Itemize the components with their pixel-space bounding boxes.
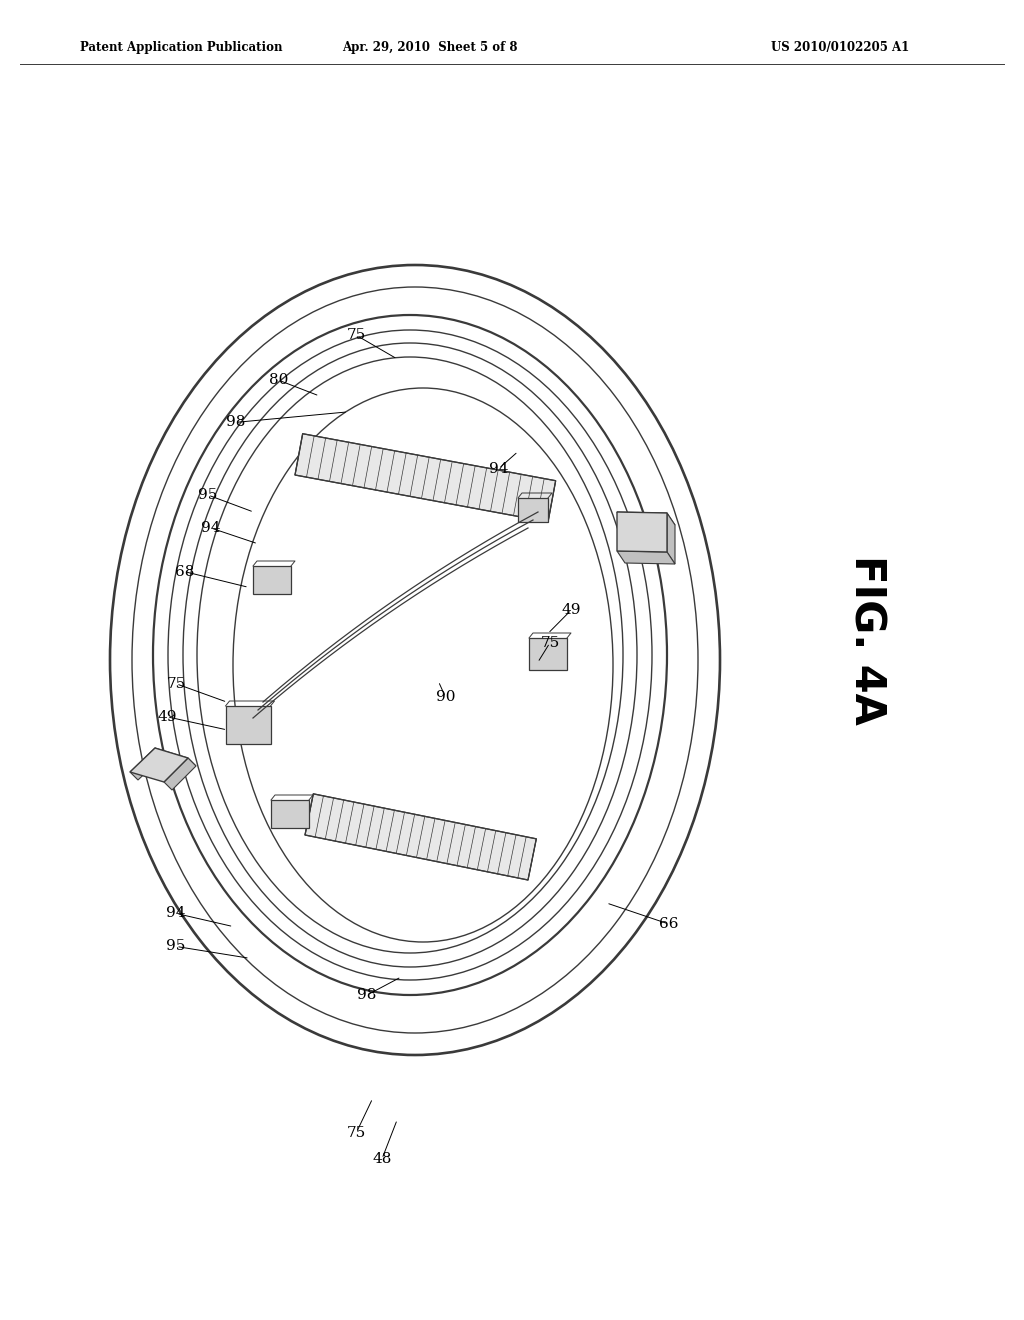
Polygon shape <box>130 748 163 780</box>
Text: 94: 94 <box>488 462 509 475</box>
Text: 98: 98 <box>357 989 376 1002</box>
Ellipse shape <box>110 265 720 1055</box>
Text: 48: 48 <box>373 1152 391 1166</box>
Text: 98: 98 <box>226 416 245 429</box>
Text: 66: 66 <box>658 917 679 931</box>
Bar <box>253 566 291 594</box>
Polygon shape <box>130 748 188 781</box>
Text: US 2010/0102205 A1: US 2010/0102205 A1 <box>771 41 909 54</box>
Text: 75: 75 <box>541 636 559 649</box>
Text: FIG. 4A: FIG. 4A <box>846 556 888 725</box>
Text: 49: 49 <box>561 603 582 616</box>
Bar <box>225 706 270 744</box>
Ellipse shape <box>153 315 667 995</box>
Text: 90: 90 <box>435 690 456 704</box>
Polygon shape <box>295 434 556 521</box>
Text: 49: 49 <box>157 710 177 723</box>
Polygon shape <box>617 512 667 552</box>
Polygon shape <box>617 550 675 564</box>
Polygon shape <box>617 512 675 525</box>
Polygon shape <box>305 793 537 880</box>
Text: 94: 94 <box>201 521 221 535</box>
Bar <box>529 638 567 671</box>
Bar <box>271 800 309 828</box>
Text: 95: 95 <box>167 940 185 953</box>
Text: 75: 75 <box>167 677 185 690</box>
Ellipse shape <box>233 388 613 942</box>
Bar <box>518 498 548 521</box>
Text: 80: 80 <box>269 374 288 387</box>
Polygon shape <box>164 758 196 789</box>
Text: 95: 95 <box>199 488 217 502</box>
Text: Apr. 29, 2010  Sheet 5 of 8: Apr. 29, 2010 Sheet 5 of 8 <box>342 41 518 54</box>
Text: 94: 94 <box>166 907 186 920</box>
Text: 75: 75 <box>347 329 366 342</box>
Text: Patent Application Publication: Patent Application Publication <box>80 41 283 54</box>
Polygon shape <box>667 513 675 564</box>
Text: 75: 75 <box>347 1126 366 1139</box>
Text: 68: 68 <box>175 565 194 578</box>
Polygon shape <box>155 748 196 766</box>
